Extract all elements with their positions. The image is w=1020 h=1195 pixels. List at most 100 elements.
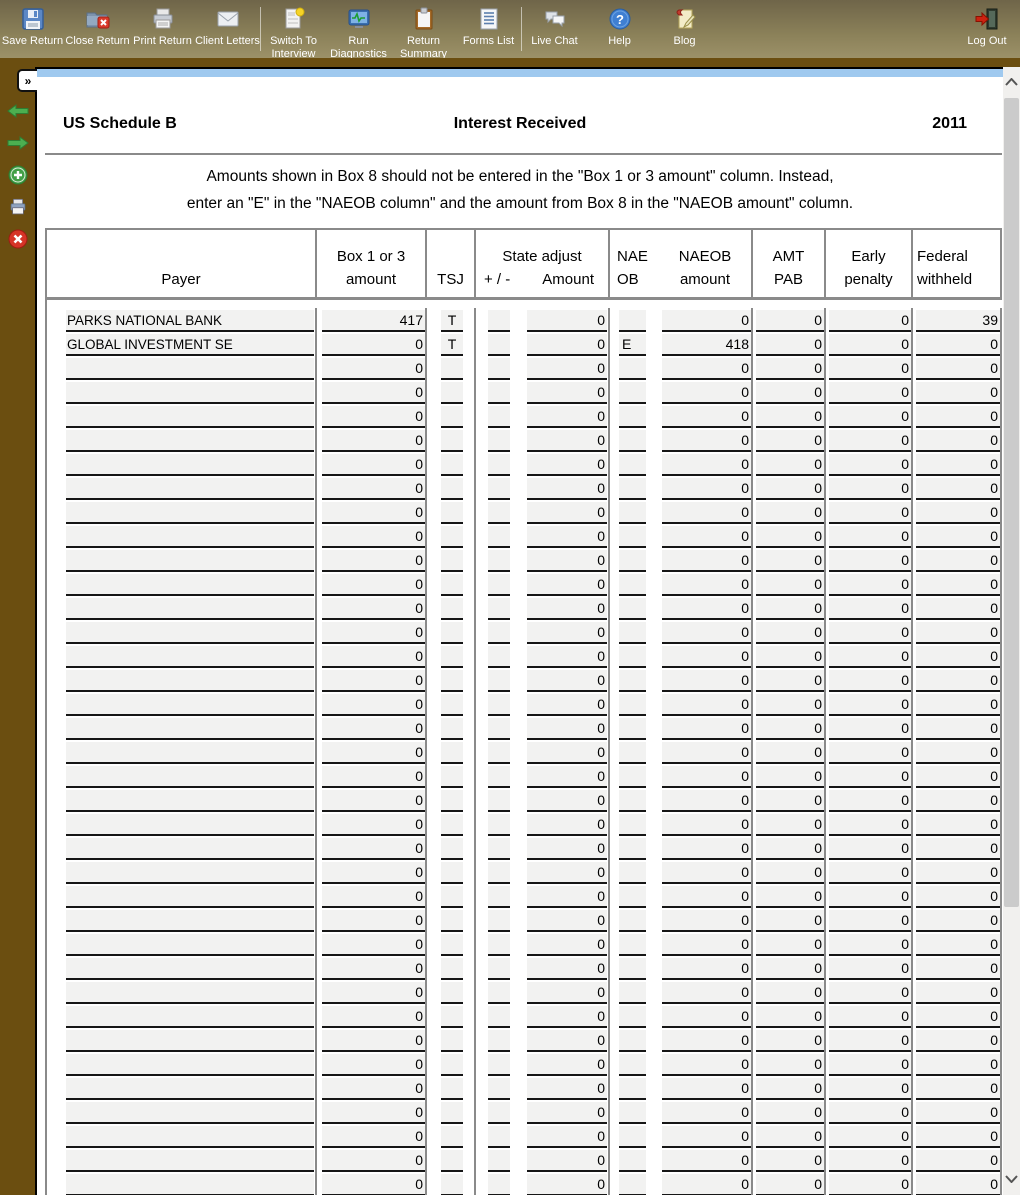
tsj-input[interactable]: [441, 646, 463, 668]
amt-pab-input[interactable]: 0: [756, 358, 824, 380]
early-penalty-input[interactable]: 0: [829, 838, 911, 860]
payer-input[interactable]: [66, 1006, 314, 1028]
state-adjust-amount-input[interactable]: 0: [527, 838, 607, 860]
box-amount-input[interactable]: 0: [322, 838, 425, 860]
naeob-code-input[interactable]: [619, 982, 647, 1004]
state-adjust-sign-input[interactable]: [488, 910, 510, 932]
payer-input[interactable]: [66, 958, 314, 980]
naeob-code-input[interactable]: [619, 502, 647, 524]
tsj-input[interactable]: T: [441, 310, 463, 332]
naeob-amount-input[interactable]: 0: [662, 526, 751, 548]
state-adjust-amount-input[interactable]: 0: [527, 694, 607, 716]
amt-pab-input[interactable]: 0: [756, 1150, 824, 1172]
amt-pab-input[interactable]: 0: [756, 814, 824, 836]
box-amount-input[interactable]: 0: [322, 958, 425, 980]
back-arrow-icon[interactable]: [7, 101, 29, 121]
tsj-input[interactable]: [441, 1150, 463, 1172]
state-adjust-amount-input[interactable]: 0: [527, 766, 607, 788]
state-adjust-sign-input[interactable]: [488, 670, 510, 692]
state-adjust-sign-input[interactable]: [488, 430, 510, 452]
tsj-input[interactable]: [441, 358, 463, 380]
federal-withheld-input[interactable]: 0: [916, 502, 1000, 524]
tsj-input[interactable]: [441, 886, 463, 908]
federal-withheld-input[interactable]: 0: [916, 862, 1000, 884]
state-adjust-amount-input[interactable]: 0: [527, 454, 607, 476]
naeob-code-input[interactable]: [619, 1006, 647, 1028]
tsj-input[interactable]: [441, 430, 463, 452]
payer-input[interactable]: PARKS NATIONAL BANK: [66, 310, 314, 332]
amt-pab-input[interactable]: 0: [756, 1078, 824, 1100]
early-penalty-input[interactable]: 0: [829, 742, 911, 764]
federal-withheld-input[interactable]: 0: [916, 670, 1000, 692]
federal-withheld-input[interactable]: 0: [916, 622, 1000, 644]
payer-input[interactable]: [66, 718, 314, 740]
federal-withheld-input[interactable]: 0: [916, 358, 1000, 380]
naeob-amount-input[interactable]: 0: [662, 766, 751, 788]
tsj-input[interactable]: [441, 1102, 463, 1124]
early-penalty-input[interactable]: 0: [829, 502, 911, 524]
payer-input[interactable]: GLOBAL INVESTMENT SE: [66, 334, 314, 356]
early-penalty-input[interactable]: 0: [829, 478, 911, 500]
state-adjust-amount-input[interactable]: 0: [527, 478, 607, 500]
amt-pab-input[interactable]: 0: [756, 526, 824, 548]
amt-pab-input[interactable]: 0: [756, 454, 824, 476]
state-adjust-sign-input[interactable]: [488, 1006, 510, 1028]
naeob-code-input[interactable]: E: [619, 334, 647, 356]
naeob-amount-input[interactable]: 0: [662, 718, 751, 740]
box-amount-input[interactable]: 0: [322, 502, 425, 524]
payer-input[interactable]: [66, 1150, 314, 1172]
state-adjust-sign-input[interactable]: [488, 958, 510, 980]
state-adjust-sign-input[interactable]: [488, 694, 510, 716]
naeob-amount-input[interactable]: 0: [662, 598, 751, 620]
state-adjust-amount-input[interactable]: 0: [527, 814, 607, 836]
naeob-code-input[interactable]: [619, 358, 647, 380]
state-adjust-sign-input[interactable]: [488, 1078, 510, 1100]
box-amount-input[interactable]: 0: [322, 382, 425, 404]
federal-withheld-input[interactable]: 0: [916, 838, 1000, 860]
box-amount-input[interactable]: 0: [322, 1030, 425, 1052]
state-adjust-amount-input[interactable]: 0: [527, 1054, 607, 1076]
amt-pab-input[interactable]: 0: [756, 334, 824, 356]
tsj-input[interactable]: [441, 574, 463, 596]
payer-input[interactable]: [66, 550, 314, 572]
federal-withheld-input[interactable]: 0: [916, 910, 1000, 932]
early-penalty-input[interactable]: 0: [829, 766, 911, 788]
amt-pab-input[interactable]: 0: [756, 310, 824, 332]
box-amount-input[interactable]: 0: [322, 1126, 425, 1148]
federal-withheld-input[interactable]: 0: [916, 646, 1000, 668]
state-adjust-amount-input[interactable]: 0: [527, 910, 607, 932]
tsj-input[interactable]: [441, 526, 463, 548]
state-adjust-amount-input[interactable]: 0: [527, 1006, 607, 1028]
early-penalty-input[interactable]: 0: [829, 1054, 911, 1076]
early-penalty-input[interactable]: 0: [829, 358, 911, 380]
payer-input[interactable]: [66, 406, 314, 428]
naeob-code-input[interactable]: [619, 694, 647, 716]
state-adjust-sign-input[interactable]: [488, 814, 510, 836]
tsj-input[interactable]: [441, 934, 463, 956]
early-penalty-input[interactable]: 0: [829, 814, 911, 836]
state-adjust-amount-input[interactable]: 0: [527, 526, 607, 548]
state-adjust-sign-input[interactable]: [488, 1126, 510, 1148]
blog-button[interactable]: Blog: [652, 5, 717, 48]
box-amount-input[interactable]: 0: [322, 334, 425, 356]
payer-input[interactable]: [66, 454, 314, 476]
box-amount-input[interactable]: 0: [322, 478, 425, 500]
payer-input[interactable]: [66, 526, 314, 548]
vertical-scrollbar[interactable]: [1003, 67, 1020, 1195]
federal-withheld-input[interactable]: 0: [916, 742, 1000, 764]
state-adjust-sign-input[interactable]: [488, 646, 510, 668]
state-adjust-amount-input[interactable]: 0: [527, 982, 607, 1004]
federal-withheld-input[interactable]: 0: [916, 1174, 1000, 1195]
amt-pab-input[interactable]: 0: [756, 694, 824, 716]
naeob-amount-input[interactable]: 0: [662, 1150, 751, 1172]
tsj-input[interactable]: [441, 814, 463, 836]
state-adjust-sign-input[interactable]: [488, 766, 510, 788]
tsj-input[interactable]: [441, 478, 463, 500]
state-adjust-sign-input[interactable]: [488, 598, 510, 620]
naeob-amount-input[interactable]: 0: [662, 838, 751, 860]
naeob-code-input[interactable]: [619, 310, 647, 332]
amt-pab-input[interactable]: 0: [756, 1102, 824, 1124]
early-penalty-input[interactable]: 0: [829, 862, 911, 884]
state-adjust-sign-input[interactable]: [488, 1102, 510, 1124]
early-penalty-input[interactable]: 0: [829, 886, 911, 908]
